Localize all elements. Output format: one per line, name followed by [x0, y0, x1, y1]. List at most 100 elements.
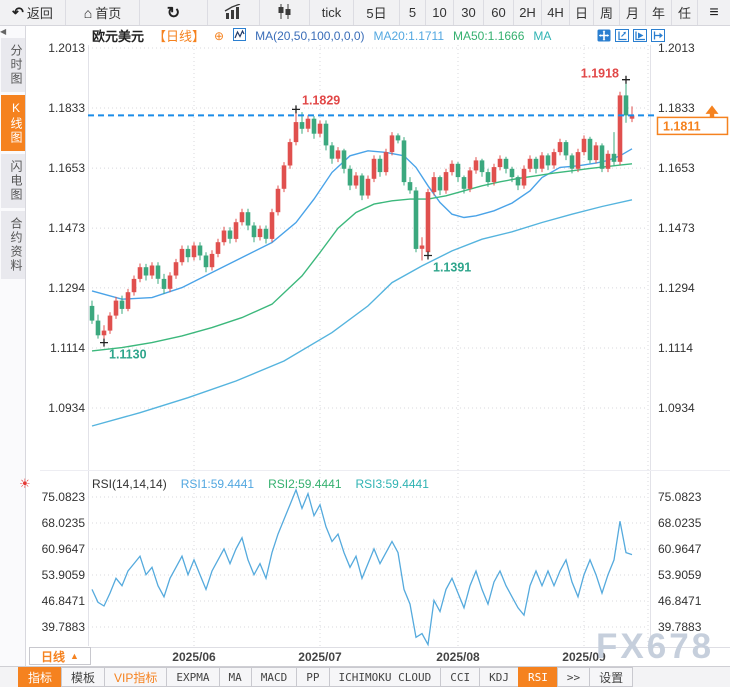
candle-body [155, 265, 161, 279]
scale-axis-icon[interactable] [615, 29, 629, 42]
candlestick-view-button[interactable] [260, 0, 310, 25]
rsi-settings-sun-icon[interactable]: ☀ [19, 476, 31, 491]
candle-body [437, 177, 443, 191]
period-tick-button[interactable]: tick [310, 0, 354, 25]
rsi-axis-label-left: 60.9647 [42, 542, 86, 556]
annotation-marker [100, 338, 108, 347]
sidebar-collapse-icon[interactable]: ◀ [0, 27, 7, 36]
candle-body [539, 155, 545, 169]
candle-body [341, 150, 347, 169]
price-axis-label-left: 1.1114 [50, 341, 85, 355]
candle-body [191, 245, 197, 258]
refresh-button[interactable]: ↻ [140, 0, 208, 25]
period-5day-button[interactable]: 5日 [354, 0, 400, 25]
candle-body [503, 158, 509, 169]
rsi-axis-label-left: 75.0823 [42, 490, 86, 504]
period-year-button[interactable]: 年 [646, 0, 672, 25]
candle-body [173, 262, 179, 276]
candle-body [563, 142, 569, 156]
tab-cci[interactable]: CCI [440, 667, 481, 687]
price-axis-label-right: 1.1114 [658, 341, 693, 355]
tab-pp[interactable]: PP [296, 667, 330, 687]
candle-body [347, 168, 353, 186]
tab-macd[interactable]: MACD [250, 667, 298, 687]
candle-body [323, 123, 329, 146]
menu-button[interactable]: ≡ [698, 0, 730, 25]
period-2h-button[interactable]: 2H [514, 0, 542, 25]
candle-body [611, 153, 617, 162]
tab-rsi[interactable]: RSI [517, 667, 558, 687]
candle-body [605, 153, 611, 169]
candle-body [185, 248, 191, 258]
current-price-value[interactable]: 1.1811 [663, 119, 701, 133]
pan-right-icon[interactable] [651, 29, 665, 42]
candle-body [335, 150, 341, 159]
tab-ichimoku-cloud[interactable]: ICHIMOKU CLOUD [328, 667, 442, 687]
rsi-axis-label-right: 53.9059 [658, 568, 702, 582]
annotation-label: 1.1391 [433, 261, 471, 275]
tab-expma[interactable]: EXPMA [166, 667, 220, 687]
price-axis-label-right: 1.2013 [658, 41, 695, 55]
candle-body [131, 278, 137, 293]
tab-more[interactable]: >> [556, 667, 591, 687]
period-custom-button[interactable]: 任 [672, 0, 698, 25]
candle-body [575, 152, 581, 169]
period-month-button[interactable]: 月 [620, 0, 646, 25]
candle-body [239, 212, 245, 223]
annotation-marker [292, 105, 300, 114]
candle-body [467, 170, 473, 189]
period-4h-button[interactable]: 4H [542, 0, 570, 25]
candle-body [359, 175, 365, 196]
period-10min-button[interactable]: 10 [426, 0, 454, 25]
tab-ma[interactable]: MA [218, 667, 252, 687]
period-60min-button[interactable]: 60 [484, 0, 514, 25]
period-30min-button[interactable]: 30 [454, 0, 484, 25]
tab-settings[interactable]: 设置 [589, 667, 634, 687]
tab-kdj[interactable]: KDJ [479, 667, 519, 687]
candle-body [227, 230, 233, 239]
bar-chart-button[interactable] [208, 0, 260, 25]
candle-body [413, 190, 419, 249]
candle-body [407, 182, 413, 191]
candle-body [137, 267, 143, 279]
candle-body [251, 225, 257, 238]
add-indicator-icon[interactable]: ⊕ [214, 28, 225, 43]
crosshair-move-icon[interactable] [597, 29, 611, 42]
play-to-latest-icon[interactable] [633, 29, 647, 42]
rsi-axis-label-left: 68.0235 [42, 516, 86, 530]
rsi-header: RSI(14,14,14) RSI1:59.4441 RSI2:59.4441 … [92, 477, 429, 491]
sidebar-tab-kline-chart[interactable]: K线图 [1, 95, 25, 151]
period-week-button[interactable]: 周 [594, 0, 620, 25]
candle-body [455, 163, 461, 178]
ma20-line [91, 148, 633, 300]
sidebar-tab-contract-info[interactable]: 合约资料 [1, 211, 25, 279]
sidebar-tab-lightning-chart[interactable]: 闪电图 [1, 154, 25, 208]
period-selector[interactable]: 日线 ▲ [29, 647, 91, 665]
candle-body [617, 95, 623, 162]
menu-icon: ≡ [709, 3, 719, 21]
candle-body [269, 212, 275, 239]
candle-body [263, 228, 269, 239]
refresh-icon: ↻ [166, 4, 181, 22]
current-price-box [656, 116, 729, 136]
home-button[interactable]: ⌂ 首页 [66, 0, 140, 25]
chart-style-icon[interactable] [233, 27, 247, 44]
candle-body [515, 177, 521, 186]
sidebar-tab-time-chart[interactable]: 分时图 [1, 38, 25, 92]
candle-body [509, 168, 515, 178]
candle-body [623, 95, 629, 116]
candle-body [479, 160, 485, 173]
tab-indicator[interactable]: 指标 [18, 667, 63, 687]
candle-body [281, 165, 287, 189]
tab-vip-indicator[interactable]: VIP指标 [104, 667, 168, 687]
chart-canvas[interactable]: 1.2013 1.2013 1.1833 1.1833 1.1653 1.1653 1.14… [26, 26, 730, 666]
candle-body [383, 152, 389, 173]
candle-body [95, 320, 101, 336]
tab-template[interactable]: 模板 [61, 667, 106, 687]
back-button[interactable]: ↶ 返回 [0, 0, 66, 25]
candle-body [461, 177, 467, 189]
period-day-button[interactable]: 日 [570, 0, 594, 25]
candle-body [365, 178, 371, 196]
period-5min-button[interactable]: 5 [400, 0, 426, 25]
price-axis-label-right: 1.1294 [658, 281, 695, 295]
